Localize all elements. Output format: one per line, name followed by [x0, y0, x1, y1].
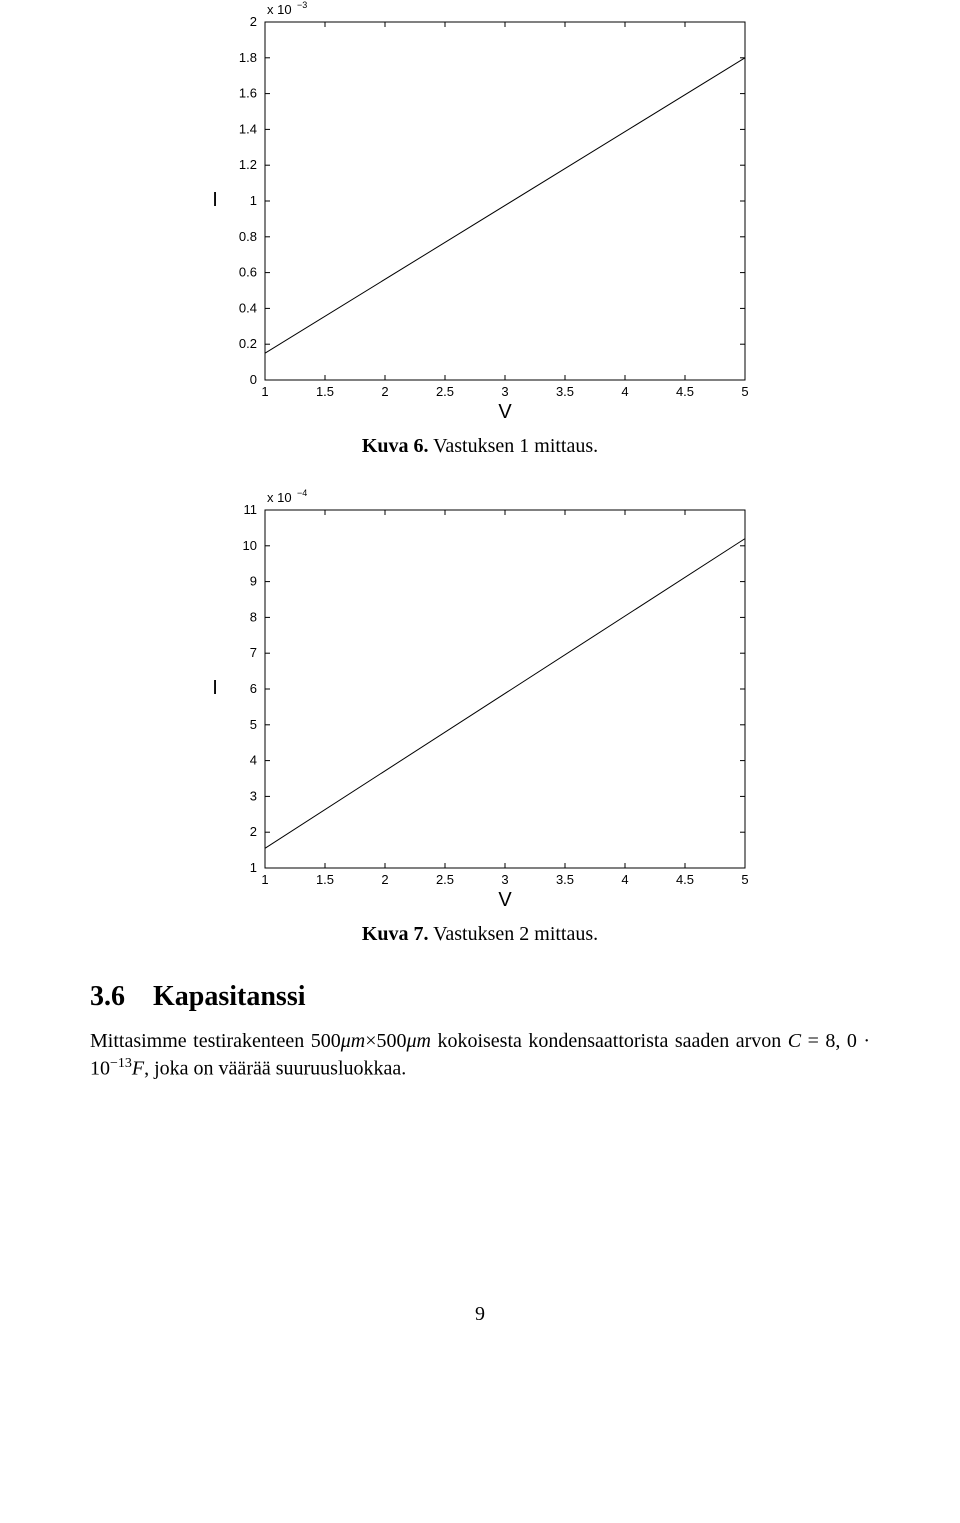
- chart1-xtick-5: 3.5: [556, 384, 574, 399]
- chart2-xtick-8: 5: [741, 872, 748, 887]
- chart2-x-ticks: [265, 510, 745, 868]
- chart2-ymult-base: x 10: [267, 490, 292, 505]
- body-500-2: 500: [376, 1030, 406, 1052]
- chart1-xtick-6: 4: [621, 384, 628, 399]
- chart1-ytick-3: 0.6: [239, 265, 257, 280]
- chart-2: 1 1.5 2 2.5 3 3.5 4 4.5 5 V: [185, 488, 775, 913]
- body-C: C: [788, 1030, 801, 1052]
- chart1-ytick-6: 1.2: [239, 157, 257, 172]
- chart1-xtick-4: 3: [501, 384, 508, 399]
- chart1-xtick-3: 2.5: [436, 384, 454, 399]
- chart2-xtick-4: 3: [501, 872, 508, 887]
- chart2-y-ticks: [265, 546, 745, 868]
- chart2-ylabel: I: [212, 677, 218, 699]
- caption1-bold: Kuva 6.: [362, 435, 429, 457]
- chart2-ytick-3: 4: [250, 753, 257, 768]
- chart2-xtick-3: 2.5: [436, 872, 454, 887]
- chart1-xtick-8: 5: [741, 384, 748, 399]
- chart2-caption: Kuva 7. Vastuksen 2 mittaus.: [90, 923, 870, 946]
- chart2-series-line: [265, 539, 745, 849]
- chart2-xlabel: V: [498, 889, 512, 911]
- body-exp: −13: [110, 1056, 132, 1071]
- chart2-ytick-0: 1: [250, 860, 257, 875]
- chart1-ytick-1: 0.2: [239, 336, 257, 351]
- chart1-ytick-0: 0: [250, 372, 257, 387]
- body-mum-2: μm: [406, 1030, 430, 1052]
- chart1-series-line: [265, 58, 745, 353]
- chart2-xtick-7: 4.5: [676, 872, 694, 887]
- chart2-ytop-label: 11: [244, 502, 258, 517]
- chart1-xtick-2: 2: [381, 384, 388, 399]
- chart2-ytick-4: 5: [250, 717, 257, 732]
- chart2-ymult-exp: −4: [297, 488, 307, 498]
- chart1-ytick-8: 1.6: [239, 86, 257, 101]
- chart1-y-ticks: [265, 58, 745, 380]
- body-F: F: [132, 1058, 144, 1080]
- body-post1: kokoisesta kondensaattorista saaden arvo…: [431, 1030, 788, 1052]
- chart1-ytick-7: 1.4: [239, 121, 257, 136]
- page-number: 9: [90, 1303, 870, 1326]
- chart-2-container: 1 1.5 2 2.5 3 3.5 4 4.5 5 V: [185, 488, 775, 913]
- caption1-rest: Vastuksen 1 mittaus.: [429, 435, 599, 457]
- section-number: 3.6: [90, 981, 125, 1013]
- caption2-bold: Kuva 7.: [362, 923, 429, 945]
- chart1-ytick-9: 1.8: [239, 50, 257, 65]
- section-heading: 3.6 Kapasitanssi: [90, 981, 870, 1013]
- chart2-ytick-8: 9: [250, 574, 257, 589]
- chart1-ytick-4: 0.8: [239, 229, 257, 244]
- body-times: ×: [365, 1030, 376, 1052]
- chart1-x-ticks: [265, 22, 745, 380]
- chart2-ytick-6: 7: [250, 645, 257, 660]
- body-post2: , joka on väärää suuruusluokkaa.: [144, 1058, 406, 1080]
- chart1-xtick-7: 4.5: [676, 384, 694, 399]
- chart1-ymult-exp: −3: [297, 0, 307, 10]
- chart2-xtick-1: 1.5: [316, 872, 334, 887]
- body-mum-1: μm: [341, 1030, 365, 1052]
- chart1-ytop-label: 2: [250, 14, 257, 29]
- chart2-xtick-2: 2: [381, 872, 388, 887]
- chart2-xtick-0: 1: [261, 872, 268, 887]
- chart2-ytick-2: 3: [250, 788, 257, 803]
- chart2-ytick-9: 10: [243, 538, 257, 553]
- section-title: Kapasitanssi: [153, 981, 306, 1012]
- body-paragraph: Mittasimme testirakenteen 500μm×500μm ko…: [90, 1028, 870, 1083]
- chart1-xtick-1: 1.5: [316, 384, 334, 399]
- chart1-xtick-0: 1: [261, 384, 268, 399]
- chart2-xtick-5: 3.5: [556, 872, 574, 887]
- chart1-xlabel: V: [498, 401, 512, 423]
- chart2-ytick-7: 8: [250, 609, 257, 624]
- chart2-xtick-6: 4: [621, 872, 628, 887]
- chart1-ylabel: I: [212, 189, 218, 211]
- chart-1-container: 1 1.5 2 2.5 3 3.5 4 4.5 5 V: [185, 0, 775, 425]
- chart2-ytick-5: 6: [250, 681, 257, 696]
- chart1-ytick-5: 1: [250, 193, 257, 208]
- chart1-caption: Kuva 6. Vastuksen 1 mittaus.: [90, 435, 870, 458]
- chart1-ytick-2: 0.4: [239, 300, 257, 315]
- chart1-ymult-base: x 10: [267, 2, 292, 17]
- chart2-ytick-1: 2: [250, 824, 257, 839]
- body-pre: Mittasimme testirakenteen 500: [90, 1030, 341, 1052]
- caption2-rest: Vastuksen 2 mittaus.: [429, 923, 599, 945]
- chart-1: 1 1.5 2 2.5 3 3.5 4 4.5 5 V: [185, 0, 775, 425]
